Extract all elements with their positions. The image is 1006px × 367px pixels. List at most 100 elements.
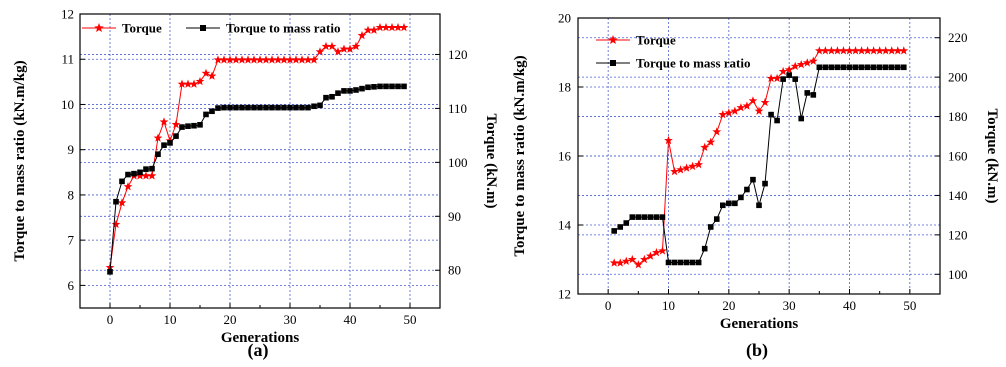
data-point-square: [720, 202, 726, 209]
data-point-star: [736, 103, 746, 112]
data-point-star: [261, 55, 271, 64]
data-point-star: [279, 55, 289, 64]
data-point-square: [329, 93, 335, 100]
y-left-tick-label: 12: [61, 7, 74, 22]
data-point-star: [820, 46, 830, 55]
data-point-star: [730, 106, 740, 115]
data-point-square: [659, 214, 666, 220]
data-point-star: [375, 22, 385, 32]
data-point-square: [275, 104, 281, 111]
data-point-square: [209, 108, 215, 115]
data-point-square: [203, 111, 209, 118]
x-tick-label: 20: [224, 312, 237, 327]
data-point-star: [111, 219, 121, 229]
data-point-star: [363, 25, 373, 34]
y-right-tick-label: 100: [948, 267, 968, 282]
data-point-square: [281, 104, 287, 111]
data-point-star: [183, 79, 193, 88]
data-point-star: [887, 46, 897, 55]
data-point-square: [774, 117, 780, 124]
data-point-square: [768, 111, 774, 118]
data-point-star: [869, 46, 879, 55]
data-point-star: [351, 41, 361, 51]
data-point-star: [875, 46, 885, 55]
chart-panel-b: 0 10 20 30 40 50 12 14 16 18 20 100 120 140 160 180 200 2…: [512, 11, 1000, 362]
data-point-square: [377, 83, 383, 90]
data-point-star: [231, 55, 241, 64]
x-tick-label: 10: [164, 312, 177, 327]
data-point-square: [269, 104, 275, 111]
data-point-square: [713, 216, 720, 222]
legend-marker-square: [200, 25, 206, 31]
y-right-axis-title: Torque (kN.m): [984, 108, 1000, 203]
data-point-square: [792, 76, 798, 82]
y-left-tick-label: 6: [68, 278, 75, 293]
data-point-star: [639, 254, 649, 264]
data-point-star: [399, 22, 409, 32]
data-point-square: [179, 124, 185, 130]
data-point-square: [341, 88, 347, 94]
data-point-star: [255, 55, 265, 64]
y-left-tick-label: 16: [558, 149, 572, 164]
x-tick-label: 20: [722, 298, 735, 313]
data-point-star: [609, 258, 619, 267]
data-point-square: [882, 64, 889, 71]
data-point-square: [786, 72, 792, 78]
data-point-square: [822, 64, 829, 71]
legend-label: Torque: [122, 21, 162, 36]
data-point-square: [401, 83, 407, 90]
y-left-tick-label: 18: [558, 80, 571, 95]
data-point-square: [371, 84, 377, 90]
x-tick-label: 0: [107, 312, 114, 327]
data-point-square: [251, 104, 257, 111]
data-point-star: [706, 137, 716, 146]
data-point-star: [273, 55, 283, 64]
data-point-star: [243, 55, 253, 64]
data-point-square: [641, 214, 648, 220]
data-point-square: [701, 245, 708, 252]
data-point-star: [303, 55, 313, 64]
data-point-square: [227, 104, 233, 111]
data-point-square: [780, 76, 786, 82]
data-point-square: [317, 102, 323, 109]
data-point-star: [808, 56, 818, 65]
data-point-square: [233, 104, 239, 111]
data-point-star: [189, 79, 199, 88]
y-right-tick-label: 120: [948, 227, 968, 242]
data-point-square: [293, 104, 299, 111]
data-point-square: [197, 122, 203, 128]
data-point-star: [207, 71, 217, 80]
data-point-square: [299, 104, 305, 111]
data-point-square: [683, 259, 690, 266]
data-point-star: [658, 246, 667, 255]
data-point-square: [365, 84, 371, 91]
y-left-tick-label: 9: [68, 142, 75, 157]
data-point-star: [694, 160, 704, 169]
data-point-star: [159, 117, 169, 126]
data-point-square: [858, 64, 865, 71]
data-point-square: [395, 83, 401, 90]
data-point-star: [760, 97, 770, 107]
data-point-square: [125, 171, 131, 178]
data-point-square: [389, 83, 395, 90]
data-point-star: [881, 46, 891, 55]
data-point-square: [173, 133, 179, 139]
data-point-square: [828, 64, 835, 71]
data-point-star: [309, 55, 319, 64]
data-point-star: [676, 165, 685, 174]
data-point-square: [107, 269, 113, 275]
data-point-star: [369, 25, 379, 34]
data-point-square: [653, 214, 660, 220]
data-point-star: [682, 163, 691, 172]
data-point-star: [627, 254, 637, 264]
data-point-square: [762, 180, 768, 187]
y-right-tick-label: 100: [448, 155, 468, 170]
data-point-square: [347, 88, 353, 94]
data-point-square: [611, 228, 617, 234]
data-point-square: [263, 104, 269, 111]
data-point-square: [689, 259, 696, 266]
data-point-square: [816, 64, 823, 71]
data-point-square: [901, 64, 907, 71]
data-point-star: [814, 46, 824, 55]
data-point-star: [646, 251, 655, 260]
